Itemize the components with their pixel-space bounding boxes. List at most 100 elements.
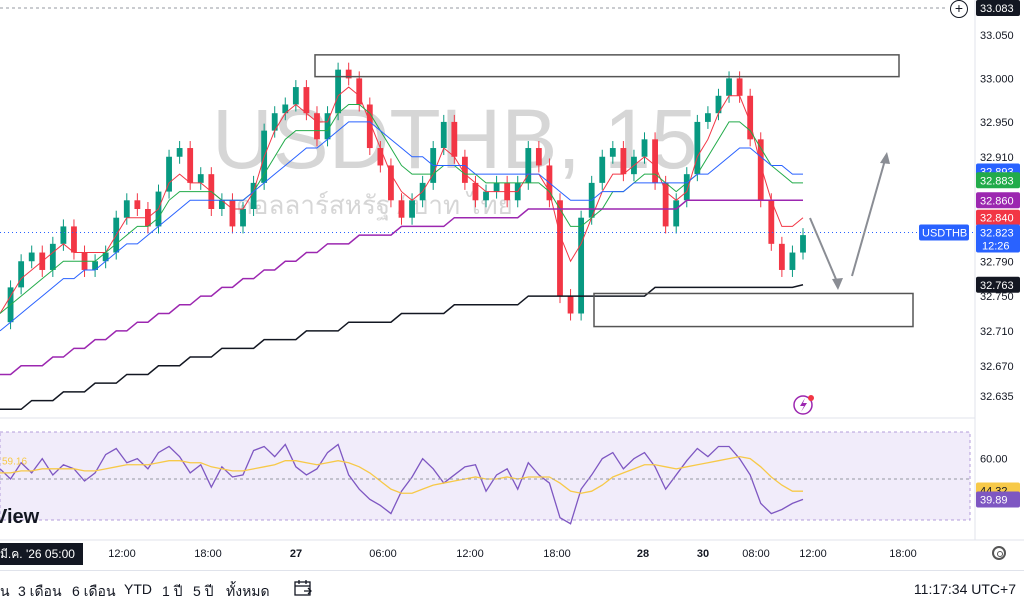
rsi-rsi [0,443,804,525]
candle-body [240,209,246,227]
candle-body [398,200,405,218]
price-badge-label: 32.860 [980,195,1014,207]
candle-body [736,78,743,96]
time-tick-label: 28 [637,548,649,560]
price-tick-label: 33.000 [980,73,1014,85]
rsi-badge-label: 39.89 [980,495,1008,507]
price-badge: 32.763 [976,276,1020,293]
rsi-rsi-ma [0,455,803,494]
time-tick-label: 18:00 [194,548,222,560]
candle-body [324,113,331,140]
candle-body [683,174,690,201]
zone-boxes-layer [314,54,914,328]
down-arrow-head [832,278,843,290]
rsi-left-label: 59.16 [2,456,27,467]
timeframe-ytd[interactable]: YTD [124,581,152,597]
price-tick-label: 32.950 [980,117,1014,129]
timeframe-5y[interactable]: 5 ปี [193,583,214,599]
price-tick-label: 32.710 [980,326,1014,338]
price-badge-label: 32.823 [980,228,1014,240]
candle-body [303,87,310,114]
candle-body [578,217,585,314]
calendar-goto-icon[interactable] [292,577,314,599]
candle-body [557,200,563,297]
rsi-tick-label: 60.00 [980,454,1008,466]
timeframe-3m[interactable]: 3 เดือน [18,583,62,599]
candle-body [747,95,754,140]
candle-body [493,182,500,192]
candle-body [673,200,680,227]
candle-body [71,226,77,253]
candle-body [609,148,616,157]
box-resistance-zone[interactable] [314,54,900,78]
candle-body [641,139,648,157]
candle-body [335,69,342,114]
settings-gear-icon[interactable] [992,546,1006,560]
candle-body [726,78,732,96]
candle-body [388,165,394,201]
timeframe-partial[interactable]: น [0,583,10,599]
time-tick-label: 18:00 [543,548,571,560]
rsi-badge: 39.89 [976,491,1020,508]
candle-body [715,95,722,114]
candle-body [218,200,225,209]
time-ticks: 12:00 18:00 27 06:00 12:00 18:00 28 30 08:00 12:0… [108,548,917,560]
candle-body [620,148,627,175]
candle-body [166,156,172,192]
candle-body [440,121,447,149]
rsi-series-layer: 59.16 [0,443,970,525]
price-tick-label: 32.750 [980,291,1014,303]
bottom-toolbar: น 3 เดือน 6 เดือน YTD 1 ปี 5 ปี ทั้งหมด … [0,570,1024,609]
candle-body [271,113,278,131]
timeframe-1y[interactable]: 1 ปี [162,583,183,599]
candle-body [134,200,141,209]
chart-canvas[interactable]: USDTHB, 15 ดอลลาร์สหรัฐ / บาท ไทย 59.16 … [0,0,1024,570]
up-arrow [851,159,886,277]
time-tick-label: 12:00 [456,548,484,560]
candle-body [535,148,542,166]
main-series-layer [0,62,975,411]
candle-body [377,148,384,166]
candle-body [451,121,458,157]
candle-body [356,78,363,105]
candle-body [525,148,532,183]
timeframe-all[interactable]: ทั้งหมด [226,583,270,599]
candle-body [187,148,194,183]
candle-body [229,200,236,227]
candle-body [366,104,373,149]
candle-body [789,252,796,270]
candle-body [345,69,352,79]
series-ema-mid [0,104,803,314]
candle-body [567,296,574,314]
time-tick-label: 08:00 [742,548,770,560]
symbol-tag-label: USDTHB [922,228,967,240]
brand-logo: View [0,506,40,528]
time-tick-label: 12:00 [799,548,827,560]
candle-body [757,139,764,201]
candle-body [800,235,806,253]
candle-body [768,200,775,244]
countdown-label: 12:26 [982,241,1010,253]
price-ticks: 33.05033.00032.95032.91032.79032.75032.7… [980,30,1014,466]
candle-body [282,104,289,114]
price-badge-label: 32.763 [980,280,1014,292]
price-badge: 32.860 [976,192,1020,209]
time-tick-label: 27 [290,548,302,560]
lightning-icon[interactable] [793,395,814,415]
price-badge-label: 33.083 [980,3,1014,15]
box-support-zone[interactable] [593,292,914,328]
candle-body [409,200,415,218]
candle-body [197,174,204,183]
candle-body [176,148,183,157]
timeframe-6m[interactable]: 6 เดือน [72,583,116,599]
price-tick-label: 33.050 [980,30,1014,42]
add-alert-button[interactable]: + [950,0,968,18]
time-tick-label: 06:00 [369,548,397,560]
price-tick-label: 32.910 [980,152,1014,164]
watermark-name: ดอลลาร์สหรัฐ / บาท ไทย [236,190,513,221]
candle-body [292,87,299,105]
candle-body [461,156,468,183]
candle-body [92,261,98,270]
series-ma-long [0,284,804,411]
